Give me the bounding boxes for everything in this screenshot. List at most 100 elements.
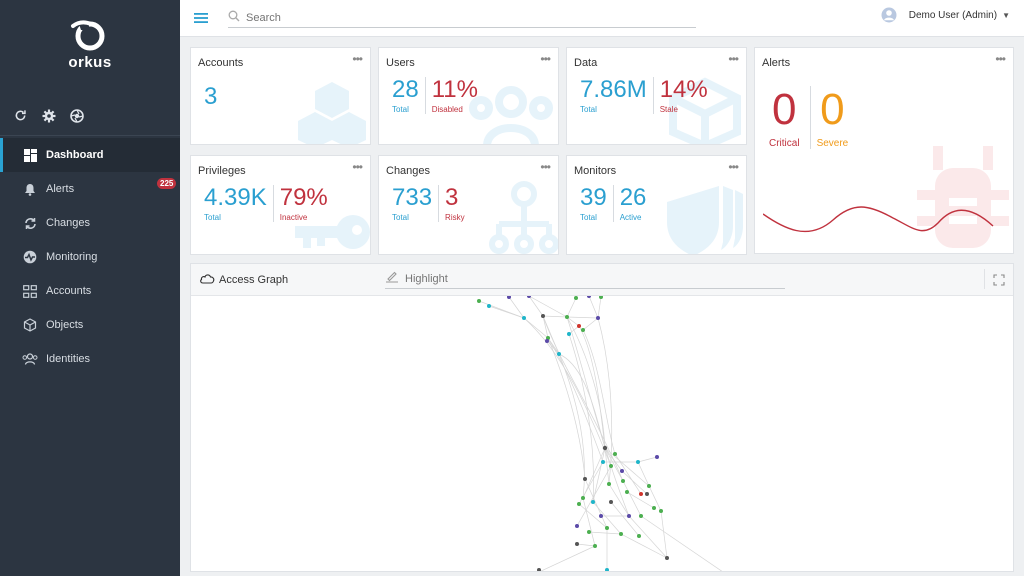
alerts-critical-label: Critical — [769, 138, 800, 149]
shield-watermark-icon — [667, 186, 743, 254]
chevron-down-icon: ▼ — [1002, 10, 1010, 20]
more-options-icon[interactable]: ••• — [995, 52, 1006, 66]
more-options-icon[interactable]: ••• — [352, 160, 363, 174]
sync-icon — [22, 215, 38, 231]
sidebar-item-identities[interactable]: Identities — [0, 342, 180, 376]
privileges-inactive-label: Inactive — [279, 213, 308, 222]
dashboard-icon — [22, 147, 38, 163]
data-total-value: 7.86M — [580, 76, 647, 103]
avatar-icon — [881, 7, 897, 23]
search-input[interactable] — [246, 11, 686, 24]
more-options-icon[interactable]: ••• — [728, 52, 739, 66]
users-disabled-label: Disabled — [431, 105, 463, 114]
users-watermark-icon — [469, 86, 553, 144]
sidebar-item-label: Identities — [46, 353, 91, 365]
refresh-icon[interactable] — [13, 108, 28, 123]
alerts-severe-label: Severe — [816, 138, 849, 149]
monitors-card[interactable]: Monitors ••• 39 Total 26 Active — [566, 155, 747, 255]
user-menu[interactable]: Demo User (Admin) ▼ — [881, 7, 1010, 23]
cube-icon — [22, 317, 38, 333]
highlight-input[interactable] — [405, 272, 775, 285]
sidebar-item-changes[interactable]: Changes — [0, 206, 180, 240]
privileges-inactive-value: 79% — [279, 184, 328, 211]
highlight-bar — [385, 269, 785, 289]
changes-total-label: Total — [392, 213, 409, 222]
users-card[interactable]: Users ••• 28 Total 11% Disabled — [378, 47, 559, 145]
more-options-icon[interactable]: ••• — [540, 160, 551, 174]
sidebar-divider — [0, 135, 180, 136]
sidebar-item-label: Objects — [46, 319, 84, 331]
quick-tools — [13, 108, 84, 123]
data-stale-value: 14% — [659, 76, 708, 103]
sidebar-item-label: Changes — [46, 217, 91, 229]
alerts-card[interactable]: Alerts ••• 0 Critical 0 Severe — [754, 47, 1014, 254]
card-title: Alerts — [762, 57, 791, 69]
accounts-card[interactable]: Accounts ••• 3 — [190, 47, 371, 145]
users-total-value: 28 — [392, 76, 419, 103]
more-options-icon[interactable]: ••• — [540, 52, 551, 66]
app-name: orkus — [68, 54, 112, 71]
data-total-label: Total — [580, 105, 597, 114]
alerts-critical-value: 0 — [772, 85, 797, 134]
card-title: Accounts — [198, 57, 244, 69]
aperture-icon[interactable] — [69, 108, 84, 123]
changes-risky-value: 3 — [445, 184, 459, 211]
heartbeat-icon — [22, 249, 38, 265]
cloud-icon — [199, 273, 215, 287]
hamburger-menu-icon[interactable] — [194, 11, 208, 25]
changes-total-value: 733 — [392, 184, 433, 211]
more-options-icon[interactable]: ••• — [728, 160, 739, 174]
alerts-trend-sparkline — [763, 206, 994, 233]
gear-icon[interactable] — [41, 108, 56, 123]
data-stale-label: Stale — [659, 105, 678, 114]
hierarchy-watermark-icon — [489, 181, 558, 254]
sidebar-item-objects[interactable]: Objects — [0, 308, 180, 342]
users-total-label: Total — [392, 105, 409, 114]
fullscreen-icon[interactable] — [993, 273, 1005, 286]
privileges-card[interactable]: Privileges ••• 4.39K Total 79% Inactive — [190, 155, 371, 255]
search-icon — [228, 9, 240, 27]
accounts-icon — [22, 283, 38, 299]
search-bar — [228, 8, 696, 28]
sidebar-item-monitoring[interactable]: Monitoring — [0, 240, 180, 274]
privileges-total-label: Total — [204, 213, 221, 222]
user-name: Demo User (Admin) — [908, 9, 998, 21]
more-options-icon[interactable]: ••• — [352, 52, 363, 66]
access-graph-canvas[interactable] — [191, 296, 1013, 572]
data-card[interactable]: Data ••• 7.86M Total 14% Stale — [566, 47, 747, 145]
bell-icon — [22, 181, 38, 197]
alerts-severe-value: 0 — [820, 85, 845, 134]
header-divider — [984, 269, 985, 289]
monitors-active-value: 26 — [619, 184, 647, 211]
card-title: Changes — [386, 165, 431, 177]
sidebar-item-dashboard[interactable]: Dashboard — [0, 138, 180, 172]
sidebar-item-accounts[interactable]: Accounts — [0, 274, 180, 308]
orkus-logo[interactable]: orkus — [0, 18, 180, 71]
sidebar-item-label: Monitoring — [46, 251, 98, 263]
boxes-watermark-icon — [298, 82, 366, 144]
accounts-value: 3 — [204, 83, 218, 110]
key-watermark-icon — [295, 215, 370, 249]
changes-card[interactable]: Changes ••• 733 Total 3 Risky — [378, 155, 559, 255]
top-bar: Demo User (Admin) ▼ — [180, 0, 1024, 37]
alerts-count-badge: 225 — [157, 178, 177, 189]
orkus-logo-icon — [71, 20, 105, 51]
monitors-total-label: Total — [580, 213, 597, 222]
bug-watermark-icon — [917, 146, 1009, 248]
box-watermark-icon — [669, 77, 741, 144]
sidebar-nav: Dashboard Alerts 225 Changes Monitoring — [0, 138, 180, 376]
sidebar: orkus Dashboard Alerts 225 — [0, 0, 180, 576]
monitors-active-label: Active — [619, 213, 642, 222]
card-title: Monitors — [574, 165, 617, 177]
card-title: Users — [386, 57, 415, 69]
highlighter-icon — [385, 269, 399, 288]
access-graph-title: Access Graph — [219, 274, 289, 286]
sidebar-item-label: Accounts — [46, 285, 92, 297]
users-icon — [22, 351, 38, 367]
sidebar-item-alerts[interactable]: Alerts 225 — [0, 172, 180, 206]
card-title: Data — [574, 57, 598, 69]
access-graph-panel: Access Graph — [190, 263, 1014, 572]
privileges-total-value: 4.39K — [204, 184, 267, 211]
changes-risky-label: Risky — [445, 213, 465, 222]
monitors-total-value: 39 — [580, 184, 607, 211]
